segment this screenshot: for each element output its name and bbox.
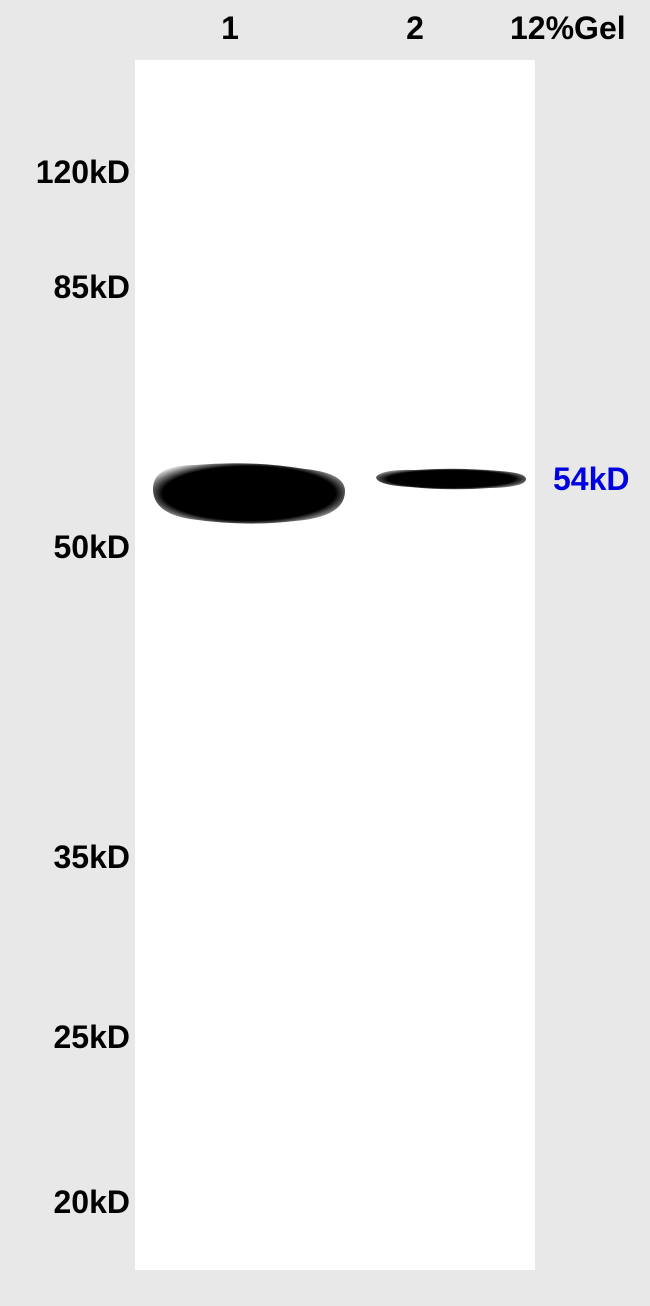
- mw-marker-20kd: 20kD: [10, 1184, 130, 1221]
- band-lane1: [145, 455, 350, 530]
- band-shape-icon: [145, 455, 350, 530]
- mw-marker-35kd: 35kD: [10, 839, 130, 876]
- gel-percent-label: 12%Gel: [510, 10, 626, 47]
- band-shape-icon: [370, 465, 530, 493]
- target-band-label: 54kD: [553, 461, 630, 498]
- mw-marker-85kd: 85kD: [10, 269, 130, 306]
- lane-label-1: 1: [210, 10, 250, 47]
- mw-marker-120kd: 120kD: [10, 154, 130, 191]
- lane-label-2: 2: [395, 10, 435, 47]
- blot-figure: 1 2 12%Gel 120kD 85kD 50kD 35kD 25kD 20k…: [0, 0, 650, 1306]
- membrane: [135, 60, 535, 1270]
- band-lane2: [370, 465, 530, 493]
- mw-marker-25kd: 25kD: [10, 1019, 130, 1056]
- mw-marker-50kd: 50kD: [10, 529, 130, 566]
